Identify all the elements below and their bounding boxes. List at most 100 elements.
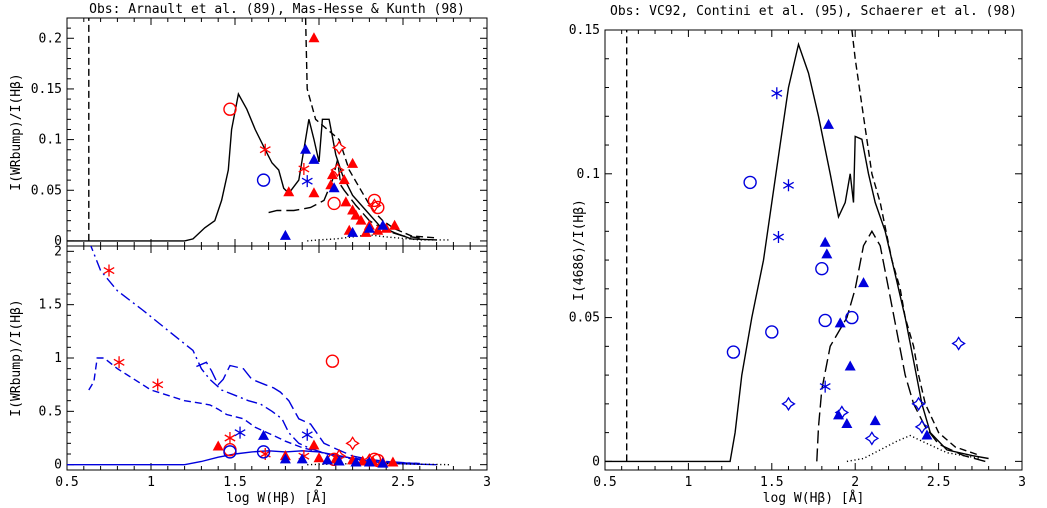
y-tick-label: 1 xyxy=(54,351,62,366)
x-tick-label: 1.5 xyxy=(760,475,783,490)
red-circle-point xyxy=(327,196,341,211)
y-tick-label: 0 xyxy=(592,454,600,469)
blue-triangle-point xyxy=(821,248,833,259)
blue-triangle-point xyxy=(869,415,881,426)
blue-asterisk-point xyxy=(234,426,246,439)
blue-triangle-point xyxy=(377,457,389,468)
plot-frame xyxy=(66,245,488,471)
model-line-longdash xyxy=(816,229,986,463)
model-line-longdash xyxy=(196,361,420,465)
y-tick-label: 0.1 xyxy=(39,133,62,148)
y-tick-label: 0 xyxy=(54,234,62,249)
blue-triangle-point xyxy=(841,417,853,428)
y-tick-label: 1.5 xyxy=(39,298,62,313)
blue-circle-point xyxy=(743,175,757,190)
x-tick-label: 3 xyxy=(483,475,491,490)
red-triangle-point xyxy=(212,440,224,451)
x-tick-label: 0.5 xyxy=(593,475,616,490)
red-triangle-point xyxy=(313,452,325,463)
red-asterisk-point xyxy=(298,162,310,175)
red-triangle-point xyxy=(326,169,338,180)
red-star4-point xyxy=(345,436,360,451)
red-triangle-point xyxy=(283,186,295,197)
blue-circle-point xyxy=(818,313,832,328)
red-asterisk-point xyxy=(113,356,125,369)
chart-title: Obs: Arnault et al. (89), Mas-Hesse & Ku… xyxy=(89,2,465,17)
x-axis-label: log W(Hβ) [Å] xyxy=(226,490,328,506)
y-tick-label: 2 xyxy=(54,244,62,259)
blue-triangle-point xyxy=(279,229,291,240)
blue-star4-point xyxy=(834,405,850,420)
blue-triangle-point xyxy=(258,429,270,440)
red-asterisk-point xyxy=(103,264,115,277)
y-tick-label: 0.05 xyxy=(569,311,600,326)
red-triangle-point xyxy=(308,32,320,43)
y-tick-label: 0.5 xyxy=(39,404,62,419)
red-triangle-point xyxy=(387,456,399,467)
red-asterisk-point xyxy=(259,143,271,156)
y-tick-label: 0.15 xyxy=(569,23,600,38)
red-triangle-point xyxy=(308,439,320,450)
blue-triangle-point xyxy=(363,222,375,233)
x-tick-label: 0.5 xyxy=(55,475,78,490)
blue-star4-point xyxy=(864,431,880,446)
red-star4-point xyxy=(331,140,347,155)
blue-asterisk-point xyxy=(771,87,783,100)
red-star4-point xyxy=(330,162,345,178)
panel-top-left: 0 0.05 0.1 0.15 0.2 Obs: Arnault et al. (89),… xyxy=(9,2,488,249)
red-circle-point xyxy=(223,102,237,116)
x-tick-label: 2 xyxy=(315,475,323,490)
blue-star4-point xyxy=(781,396,796,412)
x-tick-label: 1 xyxy=(147,475,155,490)
y-tick-label: 0.2 xyxy=(39,31,62,46)
red-circle-point xyxy=(367,193,382,208)
blue-asterisk-point xyxy=(301,428,313,441)
blue-triangle-point xyxy=(858,277,870,288)
x-tick-label: 1.5 xyxy=(223,475,246,490)
blue-circle-point xyxy=(765,325,779,339)
blue-triangle-point xyxy=(819,236,831,247)
panel-right: 0.5 1 1.5 2 2.5 3 0 0.05 0.1 0.15 Obs: VC92, Conti… xyxy=(569,4,1026,506)
red-triangle-point xyxy=(357,455,369,466)
red-triangle-point xyxy=(308,187,320,198)
model-line-dashed xyxy=(304,18,437,239)
blue-triangle-point xyxy=(350,456,362,467)
red-asterisk-point xyxy=(224,432,236,444)
blue-triangle-point xyxy=(377,219,389,230)
model-line-solid xyxy=(67,91,437,242)
x-tick-label: 2 xyxy=(851,475,859,490)
x-tick-label: 2.5 xyxy=(391,475,414,490)
blue-circle-point xyxy=(256,445,271,459)
y-tick-label: 0.05 xyxy=(31,183,62,198)
model-line-dotted xyxy=(846,434,981,463)
blue-star4-point xyxy=(951,336,966,351)
y-tick-label: 0.15 xyxy=(31,82,62,97)
blue-asterisk-point xyxy=(301,175,313,188)
y-tick-label: 0 xyxy=(54,458,62,473)
blue-triangle-point xyxy=(333,455,345,466)
model-line-solid xyxy=(605,41,989,463)
red-circle-point xyxy=(325,354,340,368)
red-triangle-point xyxy=(338,174,350,185)
blue-star4-point xyxy=(911,396,926,412)
red-triangle-point xyxy=(350,209,362,220)
red-triangle-point xyxy=(355,214,367,225)
blue-triangle-point xyxy=(823,118,835,129)
blue-asterisk-point xyxy=(782,179,795,192)
y-axis-label: I(WRbump)/I(Hβ) xyxy=(9,73,24,190)
blue-triangle-point xyxy=(844,360,856,371)
model-line-dashed xyxy=(88,357,420,465)
red-triangle-point xyxy=(340,196,352,207)
plot-frame xyxy=(66,17,488,247)
blue-triangle-point xyxy=(296,453,308,464)
blue-triangle-point xyxy=(300,143,312,154)
blue-circle-point xyxy=(845,310,859,325)
red-star4-point xyxy=(367,198,382,213)
x-axis-label: log W(Hβ) [Å] xyxy=(763,490,865,506)
y-axis-label: I(4686)/I(Hβ) xyxy=(572,199,587,301)
blue-circle-point xyxy=(223,445,237,459)
x-tick-label: 2.5 xyxy=(927,475,950,490)
model-line-dotted xyxy=(307,234,450,242)
